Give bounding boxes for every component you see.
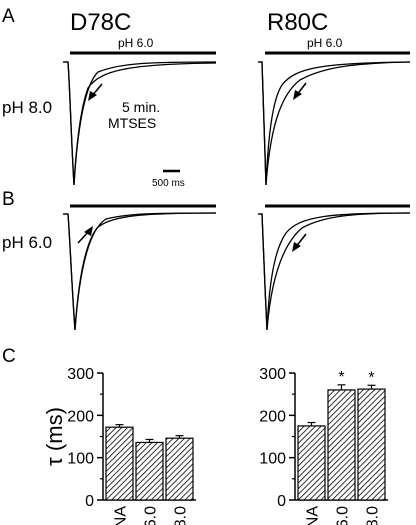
category-label: NA	[305, 506, 322, 525]
trace-group-b-right	[258, 204, 411, 331]
y-tick-label: 300	[67, 366, 94, 383]
trace-group-b-left	[63, 204, 217, 331]
ph-bar-label: pH 6.0	[307, 36, 343, 50]
y-tick-label: 200	[67, 408, 94, 425]
row-label-ph6: pH 6.0	[2, 233, 52, 252]
significance-marker: *	[368, 369, 374, 386]
current-trace-control	[63, 212, 217, 331]
panel-label-c: C	[2, 346, 16, 367]
y-tick-label: 100	[259, 451, 286, 468]
y-axis-label: τ (ms)	[42, 407, 67, 466]
current-trace-mtses	[63, 212, 217, 331]
bar	[135, 441, 164, 501]
category-label: 6.0	[335, 506, 352, 525]
significance-marker: *	[338, 369, 344, 386]
y-tick-label: 200	[259, 408, 286, 425]
category-label: 8.0	[173, 506, 190, 525]
y-tick-label: 100	[67, 451, 94, 468]
trace-group-a-right: pH 6.0	[258, 36, 411, 186]
current-trace-mtses	[258, 212, 411, 331]
current-trace-control	[258, 212, 411, 331]
category-label: 8.0	[365, 506, 382, 525]
y-tick-label: 300	[259, 366, 286, 383]
bar-chart-r80c: 0 100 200 300 NA * 6.0 * 8.0	[259, 366, 388, 525]
scale-bar-label: 500 ms	[152, 178, 185, 189]
category-label: NA	[113, 506, 130, 525]
bar	[327, 389, 356, 501]
panel-label-b: B	[2, 189, 15, 210]
arrow-head	[84, 226, 93, 236]
trace-group-a-left: pH 6.0 5 min. MTSES 500 ms	[63, 36, 217, 189]
current-trace-mtses	[258, 61, 411, 186]
current-trace-control	[258, 61, 411, 186]
bar	[357, 388, 386, 501]
bar	[165, 437, 194, 501]
annotation-line1: 5 min.	[122, 99, 160, 115]
column-title-r80c: R80C	[267, 9, 328, 36]
arrow-head	[292, 242, 301, 252]
category-label: 6.0	[143, 506, 160, 525]
annotation-line2: MTSES	[108, 115, 156, 131]
bar	[105, 426, 134, 501]
arrow-head	[293, 90, 302, 100]
bar-chart-d78c: 0 100 200 300 τ (ms) NA 6.0 8.0	[42, 366, 196, 525]
ph-bar-label: pH 6.0	[118, 36, 154, 50]
column-title-d78c: D78C	[70, 9, 131, 36]
y-tick-label: 0	[85, 493, 94, 510]
row-label-ph8: pH 8.0	[2, 98, 52, 117]
current-trace-mtses	[63, 61, 217, 186]
y-tick-label: 0	[277, 493, 286, 510]
arrow-head	[88, 91, 97, 101]
bar	[297, 425, 326, 501]
panel-label-a: A	[2, 6, 15, 27]
